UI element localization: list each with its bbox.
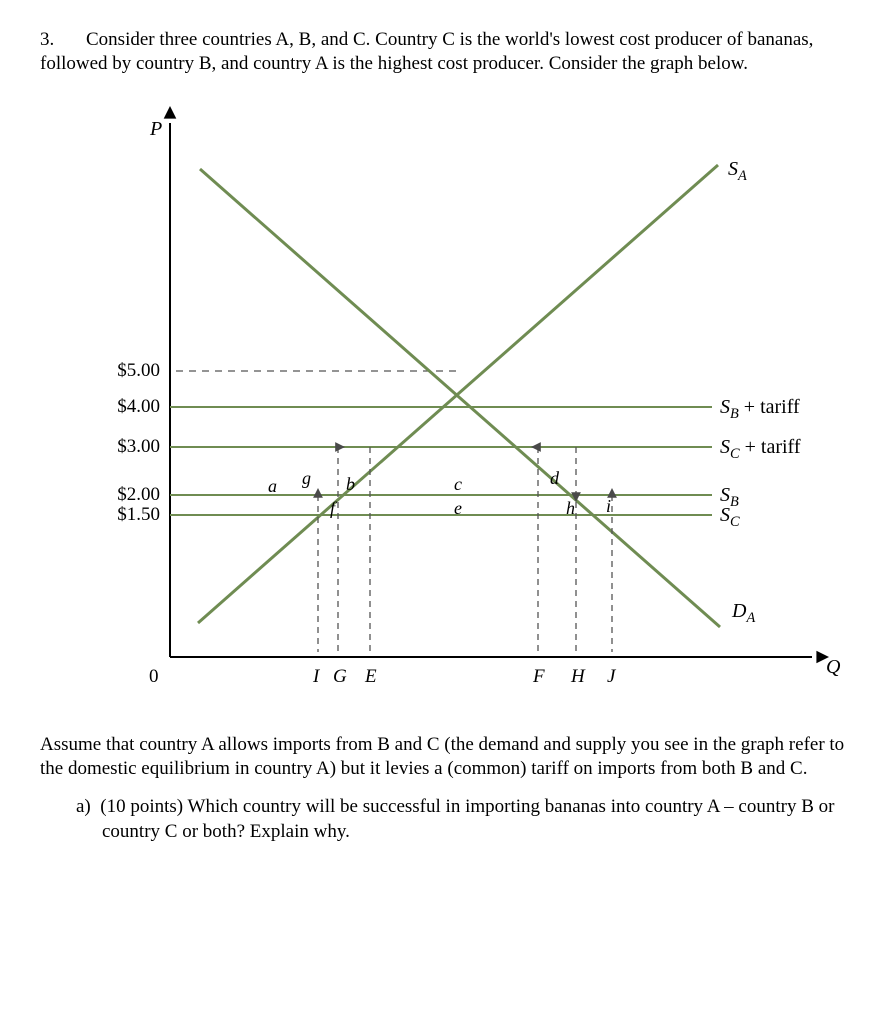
h-line-label-sb_tariff: SB + tariff: [720, 395, 800, 423]
x-tick-label: G: [333, 665, 347, 689]
area-label-c: c: [454, 473, 462, 496]
area-label-e: e: [454, 497, 462, 520]
sub-q-letter: a): [76, 796, 91, 817]
y-tick-label: $4.00: [117, 395, 160, 419]
y-tick-label: $5.00: [117, 359, 160, 383]
sub-q-text: (10 points) Which country will be succes…: [100, 796, 834, 841]
outro-text: Assume that country A allows imports fro…: [40, 733, 846, 782]
y-tick-label: $1.50: [117, 503, 160, 527]
h-line-label-sc: SC: [720, 503, 740, 531]
page: 3.Consider three countries A, B, and C. …: [0, 0, 886, 1024]
question-intro: 3.Consider three countries A, B, and C. …: [40, 28, 846, 77]
x-tick-label: I: [313, 665, 319, 689]
curve-label-da: DA: [732, 599, 755, 627]
x-tick-label: J: [607, 665, 615, 689]
economics-chart: PQ$5.00$4.00$3.00$2.00$1.500IGEFHJSADASB…: [30, 97, 836, 717]
area-label-g: g: [302, 467, 311, 490]
axis-label-q: Q: [826, 655, 840, 681]
area-label-f: f: [330, 497, 335, 520]
x-tick-label: 0: [149, 665, 159, 689]
intro-text: Consider three countries A, B, and C. Co…: [40, 29, 813, 74]
h-line-label-sc_tariff: SC + tariff: [720, 435, 801, 463]
x-tick-label: F: [533, 665, 545, 689]
curve-label-sa: SA: [728, 157, 747, 185]
area-label-d: d: [550, 467, 559, 490]
area-label-b: b: [346, 473, 355, 496]
question-number: 3.: [40, 28, 86, 52]
area-label-a: a: [268, 475, 277, 498]
x-tick-label: H: [571, 665, 585, 689]
x-tick-label: E: [365, 665, 377, 689]
y-tick-label: $3.00: [117, 435, 160, 459]
axis-label-p: P: [150, 117, 162, 143]
area-label-h: h: [566, 497, 575, 520]
sub-question-a: a) (10 points) Which country will be suc…: [40, 795, 846, 844]
area-label-i: i: [606, 495, 611, 518]
